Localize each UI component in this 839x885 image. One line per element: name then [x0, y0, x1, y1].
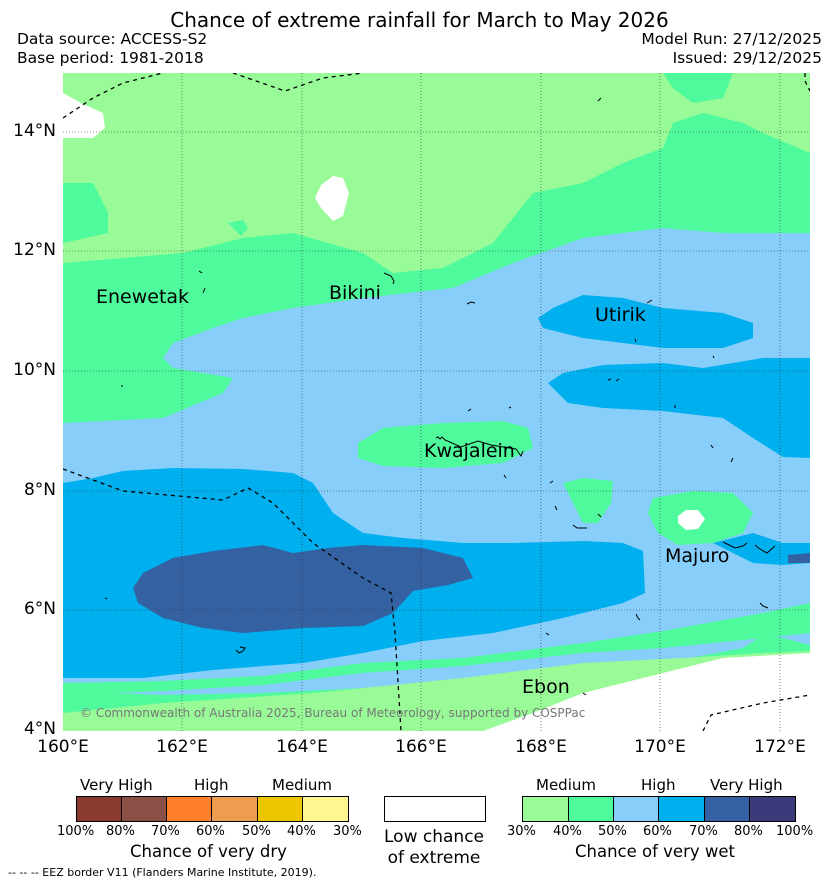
dry-swatch-6: [303, 797, 348, 821]
zone-low-chance-majuro: [678, 510, 705, 530]
island-outlines: [104, 97, 776, 696]
lon-label-162e: 162°E: [156, 737, 208, 757]
rainfall-map: [63, 73, 810, 731]
dry-cat-very-high: Very High: [80, 776, 153, 794]
dry-swatch-4: [212, 797, 258, 821]
dry-swatch-5: [258, 797, 303, 821]
low-chance-swatch: [384, 796, 486, 822]
wet-swatch-2: [569, 797, 614, 821]
source-info: Data source: ACCESS-S2 Base period: 1981…: [17, 30, 207, 68]
lat-label-14n: 14°N: [13, 121, 56, 141]
dry-swatch-2: [122, 797, 167, 821]
dry-swatch-3: [167, 797, 212, 821]
place-ebon: Ebon: [522, 676, 570, 698]
dry-tick-100: 100%: [57, 824, 95, 839]
lat-label-10n: 10°N: [13, 360, 56, 380]
lon-label-166e: 166°E: [395, 737, 447, 757]
place-kwajalein: Kwajalein: [424, 440, 515, 462]
zone-low-chance-n: [315, 176, 349, 221]
base-period-label: Base period: 1981-2018: [17, 49, 204, 67]
dry-cat-high: High: [194, 776, 229, 794]
map-title: Chance of extreme rainfall for March to …: [170, 8, 669, 32]
place-majuro: Majuro: [665, 545, 730, 567]
place-utirik: Utirik: [595, 304, 646, 326]
lon-label-172e: 172°E: [754, 737, 806, 757]
wet-swatch-5: [705, 797, 750, 821]
lon-label-170e: 170°E: [634, 737, 686, 757]
wet-tick-60: 60%: [643, 824, 672, 839]
zone-wet-40-south: [63, 603, 810, 695]
eez-borders: [63, 73, 810, 731]
dry-tick-50: 50%: [242, 824, 271, 839]
dry-legend-title: Chance of very dry: [130, 842, 287, 861]
dry-cat-medium: Medium: [272, 776, 332, 794]
lat-label-4n: 4°N: [23, 719, 56, 739]
zone-wet-40-top: [663, 73, 733, 103]
dry-tick-70: 70%: [151, 824, 180, 839]
wet-tick-30: 30%: [507, 824, 536, 839]
zone-wet-40-east: [563, 478, 753, 545]
dry-tick-80: 80%: [106, 824, 135, 839]
wet-cat-very-high: Very High: [710, 776, 783, 794]
lat-label-12n: 12°N: [13, 240, 56, 260]
low-chance-line1: Low chance: [384, 827, 484, 847]
wet-legend-title: Chance of very wet: [575, 842, 735, 861]
zone-wet-40-nw-blob: [63, 183, 108, 241]
low-chance-line2: of extreme: [387, 848, 481, 868]
wet-tick-100: 100%: [776, 824, 814, 839]
wet-tick-70: 70%: [689, 824, 718, 839]
lat-label-8n: 8°N: [23, 480, 56, 500]
lon-label-160e: 160°E: [37, 737, 89, 757]
model-run-label: Model Run: 27/12/2025: [641, 30, 822, 48]
wet-swatch-4: [659, 797, 705, 821]
dry-tick-40: 40%: [287, 824, 316, 839]
zone-wet-60-east: [538, 295, 810, 565]
issued-label: Issued: 29/12/2025: [672, 49, 822, 67]
low-chance-label: Low chance of extreme: [374, 827, 494, 869]
wet-swatch-1: [523, 797, 569, 821]
lat-label-6n: 6°N: [23, 599, 56, 619]
lon-label-168e: 168°E: [515, 737, 567, 757]
place-bikini: Bikini: [329, 282, 381, 304]
wet-colorbar: [522, 796, 796, 822]
map-panel: Enewetak Bikini Utirik Kwajalein Majuro …: [63, 73, 810, 731]
dry-colorbar: [76, 796, 349, 822]
data-source-label: Data source: ACCESS-S2: [17, 30, 208, 48]
dry-tick-30: 30%: [333, 824, 362, 839]
run-info: Model Run: 27/12/2025 Issued: 29/12/2025: [641, 30, 822, 68]
wet-swatch-6: [750, 797, 795, 821]
zone-wet-40-kwajalein: [358, 421, 533, 468]
lon-label-164e: 164°E: [276, 737, 328, 757]
wet-tick-40: 40%: [553, 824, 582, 839]
copyright-text: © Commonwealth of Australia 2025, Bureau…: [80, 706, 586, 720]
wet-tick-80: 80%: [734, 824, 763, 839]
zone-low-chance-nw: [63, 93, 105, 138]
wet-swatch-3: [614, 797, 659, 821]
wet-cat-high: High: [641, 776, 676, 794]
dry-swatch-1: [77, 797, 122, 821]
place-enewetak: Enewetak: [96, 286, 190, 308]
eez-note: -- -- -- EEZ border V11 (Flanders Marine…: [8, 866, 317, 879]
dry-tick-60: 60%: [196, 824, 225, 839]
wet-tick-50: 50%: [598, 824, 627, 839]
wet-cat-medium: Medium: [536, 776, 596, 794]
zone-wet-40-small: [228, 220, 248, 236]
